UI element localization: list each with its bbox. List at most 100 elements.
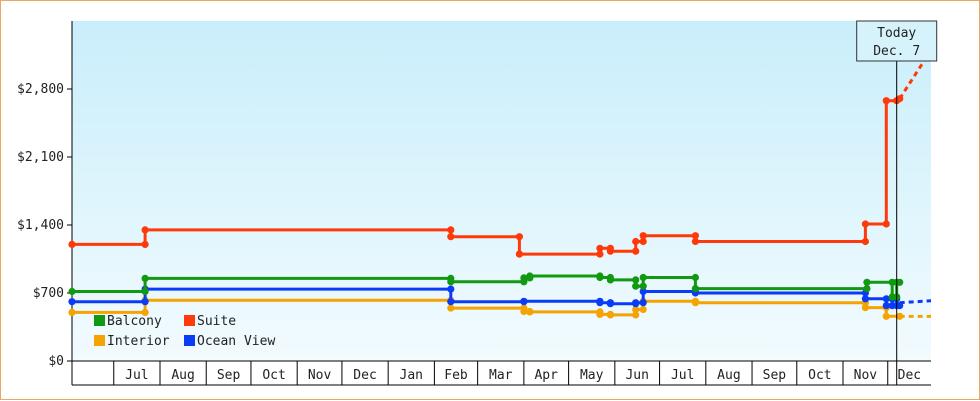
month-label: Sep: [217, 368, 241, 383]
today-date: Dec. 7: [873, 44, 920, 59]
month-label: Mar: [489, 368, 513, 383]
today-box: [856, 20, 938, 62]
legend-label: Ocean View: [197, 334, 275, 349]
series-balcony: [68, 272, 904, 301]
data-point: [639, 237, 647, 246]
legend-label: Balcony: [107, 314, 162, 329]
data-point: [882, 97, 890, 105]
data-point: [691, 273, 700, 282]
y-tick-label: $2,100: [17, 150, 64, 165]
month-label: Oct: [808, 368, 831, 383]
data-point: [606, 276, 615, 284]
month-label: Aug: [171, 368, 194, 383]
data-point: [882, 312, 890, 320]
month-label: Jun: [625, 368, 648, 383]
data-point: [639, 287, 647, 296]
data-point: [632, 276, 640, 284]
series-layer: [68, 49, 933, 320]
data-point: [632, 237, 640, 246]
month-label: Nov: [854, 368, 878, 383]
data-point: [68, 287, 76, 296]
data-point: [861, 295, 870, 303]
data-point: [68, 240, 76, 248]
data-point: [861, 220, 870, 228]
data-point: [639, 282, 647, 290]
plot-area: [72, 21, 931, 361]
data-point: [632, 311, 640, 319]
data-point: [596, 299, 604, 307]
today-marker: Today Dec. 7: [856, 20, 938, 385]
data-point: [606, 300, 615, 308]
data-point: [596, 244, 604, 252]
month-label: Nov: [308, 368, 332, 383]
data-point: [520, 297, 528, 305]
data-point: [691, 285, 700, 293]
legend-swatch: [184, 335, 195, 346]
data-point: [141, 240, 149, 248]
data-point: [691, 299, 700, 307]
month-label: Apr: [534, 368, 558, 383]
data-point: [447, 304, 455, 312]
data-point: [691, 237, 700, 246]
data-point: [515, 250, 524, 258]
data-point: [632, 247, 640, 255]
data-point: [526, 272, 534, 280]
data-point: [882, 295, 890, 303]
data-point: [141, 287, 149, 296]
data-point: [68, 308, 76, 316]
data-point: [141, 298, 149, 306]
y-tick-label: $2,800: [17, 82, 64, 97]
data-point: [526, 308, 534, 316]
month-label: Dec: [353, 368, 376, 383]
today-label: Today: [877, 26, 916, 41]
data-point: [141, 274, 149, 282]
data-point: [863, 285, 871, 293]
data-point: [863, 278, 871, 286]
data-point: [861, 237, 870, 246]
y-tick-label: $700: [33, 286, 64, 301]
data-point: [515, 233, 524, 241]
legend: Balcony Suite Interior Ocean View: [94, 314, 275, 349]
data-point: [639, 299, 647, 307]
data-point: [520, 307, 528, 316]
month-label: Oct: [262, 368, 285, 383]
data-point: [596, 310, 604, 318]
data-point: [861, 304, 870, 312]
data-point: [632, 299, 640, 307]
legend-swatch: [94, 315, 105, 326]
data-point: [691, 232, 700, 240]
month-label: Jul: [125, 368, 148, 383]
month-label: Sep: [763, 368, 787, 383]
data-point: [447, 298, 455, 306]
y-tick-label: $0: [48, 354, 64, 369]
month-label: Jan: [400, 368, 423, 383]
series-suite: [68, 95, 904, 258]
x-axis: Jul Aug Sep Oct Nov Dec Jan Feb Mar Apr May Jun Jul A…: [113, 361, 921, 385]
data-point: [141, 308, 149, 316]
data-point: [596, 250, 604, 258]
data-point: [639, 232, 647, 240]
data-point: [896, 278, 904, 286]
series-ocean-view: [68, 285, 904, 310]
data-point: [447, 226, 455, 234]
legend-label: Suite: [197, 314, 236, 329]
series-interior: [68, 296, 904, 320]
data-point: [606, 247, 615, 255]
data-point: [141, 226, 149, 234]
data-point: [639, 273, 647, 282]
legend-swatch: [94, 335, 105, 346]
legend-label: Interior: [107, 334, 170, 349]
y-tick-label: $1,400: [17, 218, 64, 233]
data-point: [882, 220, 890, 228]
series-line: [72, 274, 900, 299]
axes: [71, 21, 931, 386]
data-point: [520, 274, 528, 282]
data-point: [606, 311, 615, 319]
y-axis: $0 $700 $1,400 $2,100 $2,800: [17, 82, 72, 369]
data-point: [639, 305, 647, 314]
data-point: [447, 233, 455, 241]
data-point: [632, 282, 640, 290]
data-point: [68, 298, 76, 306]
